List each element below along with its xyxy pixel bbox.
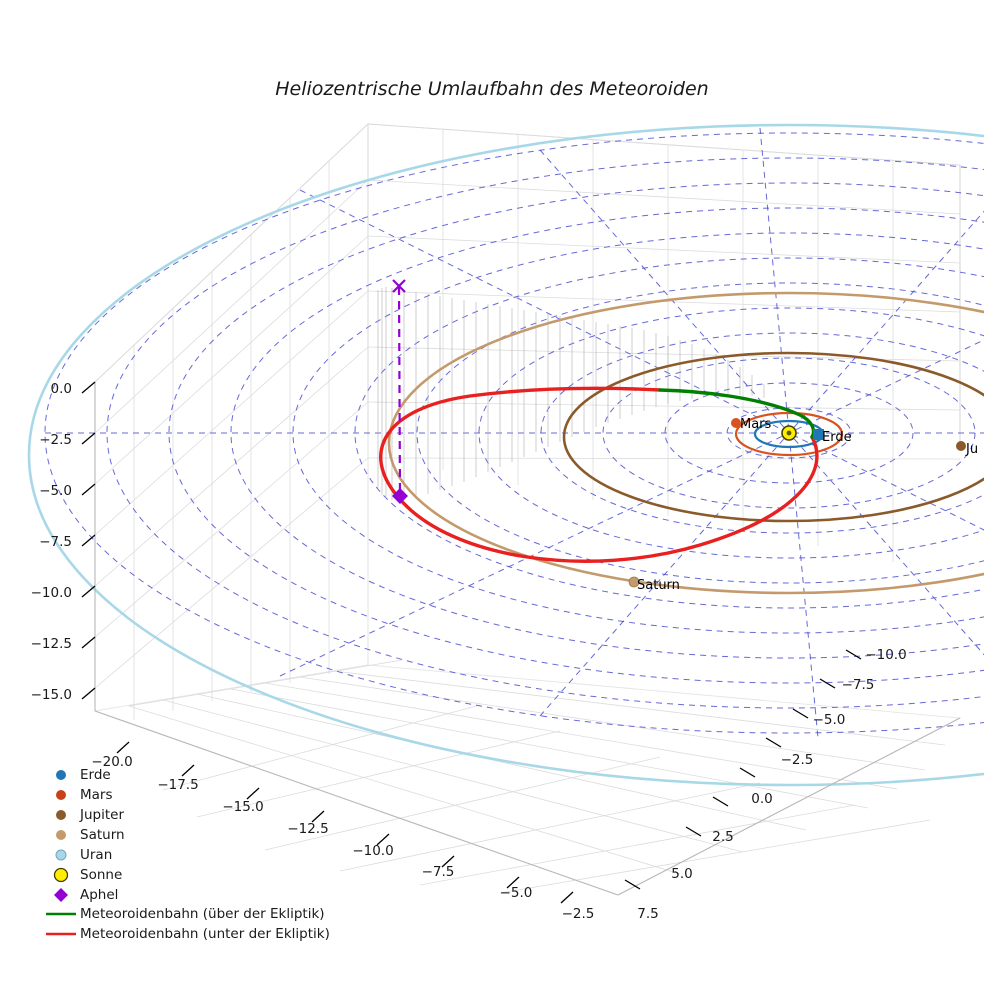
sun-marker bbox=[781, 425, 797, 441]
z-tick-4: −10.0 bbox=[31, 585, 72, 601]
y-tick-5: 2.5 bbox=[712, 829, 733, 845]
mars-label: Mars bbox=[740, 417, 772, 432]
orbit-jupiter bbox=[562, 351, 984, 523]
legend-label-mars: Mars bbox=[80, 787, 113, 803]
x-tick-2: −15.0 bbox=[222, 799, 263, 815]
orbit-saturn bbox=[387, 291, 984, 595]
z-tick-0: 0.0 bbox=[51, 381, 72, 397]
legend-marker-erde-icon bbox=[56, 770, 66, 780]
x-axis-ticks bbox=[116, 741, 574, 904]
legend-label-uran: Uran bbox=[80, 847, 112, 863]
aphel-cross-icon bbox=[392, 279, 406, 293]
z-tick-5: −12.5 bbox=[31, 636, 72, 652]
x-tick-7: −2.5 bbox=[562, 906, 595, 922]
legend-label-aphel: Aphel bbox=[80, 887, 118, 903]
orbit-uranus bbox=[27, 123, 984, 787]
y-tick-4: 0.0 bbox=[751, 791, 772, 807]
page-title: Heliozentrische Umlaufbahn des Meteoroid… bbox=[275, 78, 708, 100]
z-axis: 0.0 −2.5 −5.0 −7.5 −10.0 −12.5 −15.0 bbox=[31, 381, 96, 711]
legend-marker-aphel-icon bbox=[54, 888, 68, 902]
legend-marker-sonne-icon bbox=[53, 867, 69, 883]
legend-label-erde: Erde bbox=[80, 767, 111, 783]
earth-label: Erde bbox=[822, 430, 852, 445]
legend-label-meteoroid-below: Meteoroidenbahn (unter der Ekliptik) bbox=[80, 926, 330, 942]
x-axis: −20.0 −17.5 −15.0 −12.5 −10.0 −7.5 −5.0 … bbox=[91, 710, 619, 922]
legend-marker-mars-icon bbox=[56, 790, 66, 800]
z-tick-6: −15.0 bbox=[31, 687, 72, 703]
y-tick-2: −5.0 bbox=[813, 712, 846, 728]
pane-left bbox=[94, 122, 369, 720]
legend-item-meteoroid-above[interactable]: Meteoroidenbahn (über der Ekliptik) bbox=[46, 906, 325, 922]
legend-item-jupiter[interactable]: Jupiter bbox=[56, 807, 124, 823]
aphel-diamond-marker bbox=[392, 488, 408, 504]
z-axis-ticks bbox=[81, 381, 96, 700]
legend-marker-jupiter-icon bbox=[56, 810, 66, 820]
jupiter-label: Ju bbox=[965, 442, 978, 457]
pane-right bbox=[367, 123, 961, 562]
aphel-dropline bbox=[397, 286, 402, 497]
legend-item-sonne[interactable]: Sonne bbox=[53, 867, 123, 883]
legend-item-aphel[interactable]: Aphel bbox=[54, 887, 118, 903]
meteoroid-orbit-below bbox=[379, 386, 819, 563]
legend-label-jupiter: Jupiter bbox=[79, 807, 124, 823]
legend: Erde Mars Jupiter Saturn Uran bbox=[46, 767, 330, 942]
y-axis-ticks bbox=[624, 649, 862, 890]
legend-item-erde[interactable]: Erde bbox=[56, 767, 111, 783]
legend-marker-uran-icon bbox=[55, 849, 67, 861]
legend-label-sonne: Sonne bbox=[80, 867, 122, 883]
earth-dot bbox=[813, 429, 824, 440]
x-tick-3: −12.5 bbox=[287, 821, 328, 837]
x-tick-0: −20.0 bbox=[91, 754, 132, 770]
y-tick-7: 7.5 bbox=[637, 906, 658, 922]
x-tick-5: −7.5 bbox=[422, 864, 455, 880]
jupiter-dot bbox=[956, 441, 966, 451]
saturn-label: Saturn bbox=[637, 578, 680, 593]
x-tick-4: −10.0 bbox=[352, 843, 393, 859]
z-tick-2: −5.0 bbox=[39, 483, 72, 499]
z-tick-1: −2.5 bbox=[39, 432, 72, 448]
y-tick-3: −2.5 bbox=[781, 752, 814, 768]
legend-marker-saturn-icon bbox=[56, 830, 66, 840]
meteoroid-orbit-above bbox=[658, 388, 816, 439]
legend-item-uran[interactable]: Uran bbox=[55, 847, 112, 863]
y-tick-0: −10.0 bbox=[865, 647, 906, 663]
y-tick-6: 5.0 bbox=[671, 866, 692, 882]
orbit-mars bbox=[734, 411, 844, 457]
legend-label-saturn: Saturn bbox=[80, 827, 125, 843]
z-tick-3: −7.5 bbox=[39, 534, 72, 550]
x-tick-1: −17.5 bbox=[157, 777, 198, 793]
y-tick-1: −7.5 bbox=[842, 677, 875, 693]
legend-label-meteoroid-above: Meteoroidenbahn (über der Ekliptik) bbox=[80, 906, 325, 922]
x-tick-6: −5.0 bbox=[500, 885, 533, 901]
aphel-marker-group bbox=[392, 279, 408, 504]
planet-annotations: Mars Erde Saturn Ju bbox=[628, 417, 978, 593]
legend-item-meteoroid-below[interactable]: Meteoroidenbahn (unter der Ekliptik) bbox=[46, 926, 330, 942]
legend-item-mars[interactable]: Mars bbox=[56, 787, 113, 803]
legend-item-saturn[interactable]: Saturn bbox=[56, 827, 125, 843]
mars-dot bbox=[731, 418, 741, 428]
saturn-dot bbox=[628, 576, 640, 588]
y-axis: −10.0 −7.5 −5.0 −2.5 0.0 2.5 5.0 7.5 bbox=[617, 647, 961, 922]
